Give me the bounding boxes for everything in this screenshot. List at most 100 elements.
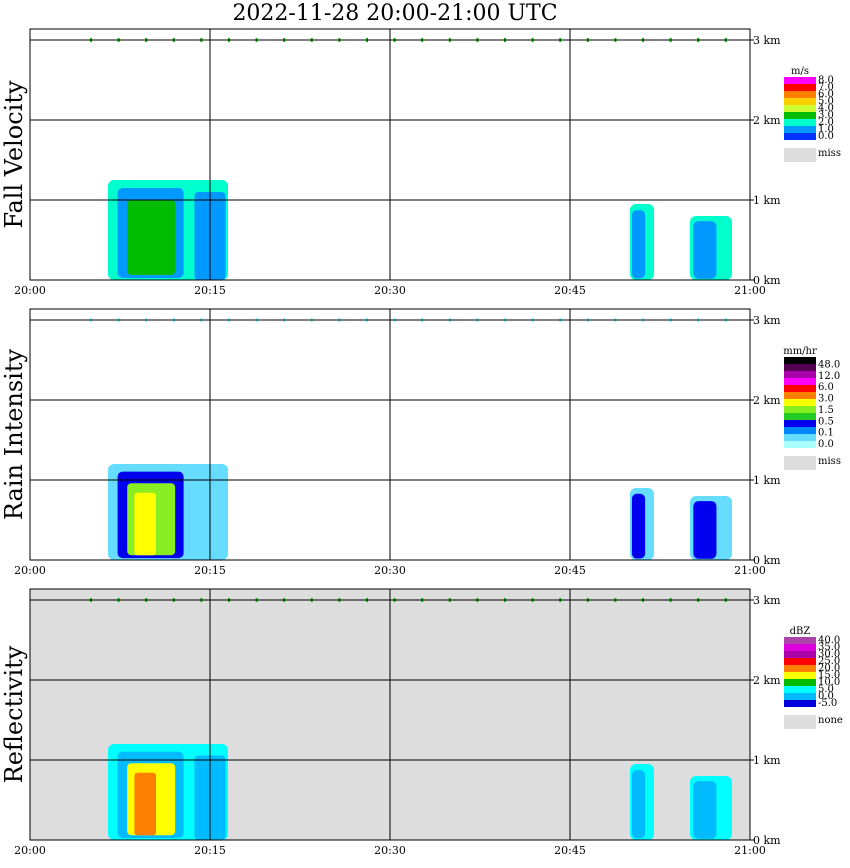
- colorbar-swatch: [784, 427, 816, 434]
- x-tick-label: 20:00: [14, 284, 46, 297]
- y-tick-label: 1 km: [753, 194, 781, 207]
- y-tick-label: 2 km: [753, 114, 781, 127]
- colorbar-label: 10.0: [818, 677, 840, 688]
- colorbar-missing-label: none: [818, 715, 843, 726]
- y-tick-label: 0 km: [753, 554, 781, 567]
- colorbar-label: 2.0: [818, 117, 834, 128]
- x-tick-label: 20:15: [194, 564, 226, 577]
- colorbar-swatch: [784, 658, 816, 665]
- colorbar-unit: m/s: [791, 66, 809, 77]
- plot-frame: [29, 588, 751, 841]
- echo-peak: [134, 772, 156, 836]
- y-tick-label: 2 km: [753, 674, 781, 687]
- colorbar-label: 0.1: [818, 428, 834, 439]
- echo-core-outer: [631, 770, 646, 839]
- colorbar-swatch: [784, 77, 816, 84]
- panel-ylabel: Rain Intensity: [0, 349, 28, 521]
- colorbar-label: 15.0: [818, 670, 840, 681]
- panel-rain-intensity: 20:00 20:15 20:30 20:45 21:000 km 1 km 2 km 3 k…: [0, 308, 841, 577]
- y-tick-label: 3 km: [753, 594, 781, 607]
- colorbar-label: 0.5: [818, 416, 834, 427]
- colorbar-swatch: [784, 126, 816, 133]
- x-tick-label: 20:45: [554, 564, 586, 577]
- colorbar-label: 7.0: [818, 82, 834, 93]
- colorbar-swatch: [784, 91, 816, 98]
- echo-core-outer: [631, 493, 646, 559]
- colorbar-swatch: [784, 406, 816, 413]
- colorbar-label: 30.0: [818, 649, 840, 660]
- y-tick-label: 1 km: [753, 754, 781, 767]
- y-tick-label: 0 km: [753, 274, 781, 287]
- x-tick-label: 20:15: [194, 284, 226, 297]
- colorbar-swatch: [784, 105, 816, 112]
- colorbar-swatch: [784, 84, 816, 91]
- colorbar-swatch: [784, 686, 816, 693]
- colorbar-swatch: [784, 364, 816, 371]
- colorbar-label: 12.0: [818, 371, 840, 382]
- panel-fall-velocity: 20:00 20:15 20:30 20:45 21:000 km 1 km 2 km 3 k…: [0, 28, 841, 297]
- colorbar-label: 40.0: [818, 635, 840, 646]
- colorbar-swatch: [784, 399, 816, 406]
- x-tick-label: 20:45: [554, 844, 586, 857]
- colorbar-swatch: [784, 700, 816, 707]
- colorbar-label: 0.0: [818, 691, 834, 702]
- panel-ylabel: Fall Velocity: [0, 80, 28, 229]
- colorbar-swatch: [784, 119, 816, 126]
- colorbar-label: 3.0: [818, 110, 834, 121]
- colorbar-swatch: [784, 385, 816, 392]
- colorbar-swatch: [784, 665, 816, 672]
- x-tick-label: 20:15: [194, 844, 226, 857]
- colorbar-swatch: [784, 112, 816, 119]
- echo-core-outer: [631, 210, 646, 279]
- colorbar-label: 0.0: [818, 439, 834, 450]
- colorbar-swatch: [784, 133, 816, 140]
- colorbar-label: 5.0: [818, 96, 834, 107]
- colorbar-label: 3.0: [818, 394, 834, 405]
- y-tick-label: 3 km: [753, 314, 781, 327]
- colorbar-swatch: [784, 357, 816, 364]
- colorbar-swatch: [784, 98, 816, 105]
- colorbar-swatch: [784, 378, 816, 385]
- colorbar-missing-swatch: [784, 456, 816, 470]
- colorbar-unit: dBZ: [790, 626, 811, 637]
- x-tick-label: 20:00: [14, 844, 46, 857]
- y-tick-label: 2 km: [753, 394, 781, 407]
- colorbar-swatch: [784, 420, 816, 427]
- echo-core-outer: [693, 781, 717, 839]
- echo-peak: [134, 492, 156, 556]
- chart-title: 2022-11-28 20:00-21:00 UTC: [232, 1, 558, 26]
- colorbar-label: 5.0: [818, 684, 834, 695]
- colorbar-label: 48.0: [818, 359, 840, 370]
- colorbar-label: 6.0: [818, 382, 834, 393]
- y-tick-label: 3 km: [753, 34, 781, 47]
- colorbar-label: 4.0: [818, 103, 834, 114]
- colorbar-label: 6.0: [818, 89, 834, 100]
- colorbar-swatch: [784, 441, 816, 448]
- colorbar-swatch: [784, 679, 816, 686]
- x-tick-label: 20:45: [554, 284, 586, 297]
- x-tick-label: 21:00: [734, 844, 766, 857]
- x-tick-label: 20:00: [14, 564, 46, 577]
- colorbar-swatch: [784, 672, 816, 679]
- colorbar-swatch: [784, 371, 816, 378]
- colorbar-swatch: [784, 413, 816, 420]
- colorbar-label: 35.0: [818, 642, 840, 653]
- plot-frame: [29, 28, 751, 281]
- panel-ylabel: Reflectivity: [0, 645, 28, 783]
- colorbar-label: 1.0: [818, 124, 834, 135]
- colorbar-label: 8.0: [818, 75, 834, 86]
- colorbar-label: -5.0: [818, 698, 837, 709]
- echo-core-outer: [693, 221, 717, 279]
- colorbar-swatch: [784, 644, 816, 651]
- colorbar-swatch: [784, 693, 816, 700]
- colorbar-missing-swatch: [784, 148, 816, 162]
- plot-frame: [29, 308, 751, 561]
- x-tick-label: 20:30: [374, 844, 406, 857]
- colorbar-label: 25.0: [818, 656, 840, 667]
- colorbar-missing-label: miss: [818, 148, 841, 159]
- panel-reflectivity: 20:00 20:15 20:30 20:45 21:000 km 1 km 2 km 3 k…: [0, 588, 843, 857]
- colorbar-label: 1.5: [818, 405, 834, 416]
- colorbar-swatch: [784, 637, 816, 644]
- colorbar-missing-label: miss: [818, 456, 841, 467]
